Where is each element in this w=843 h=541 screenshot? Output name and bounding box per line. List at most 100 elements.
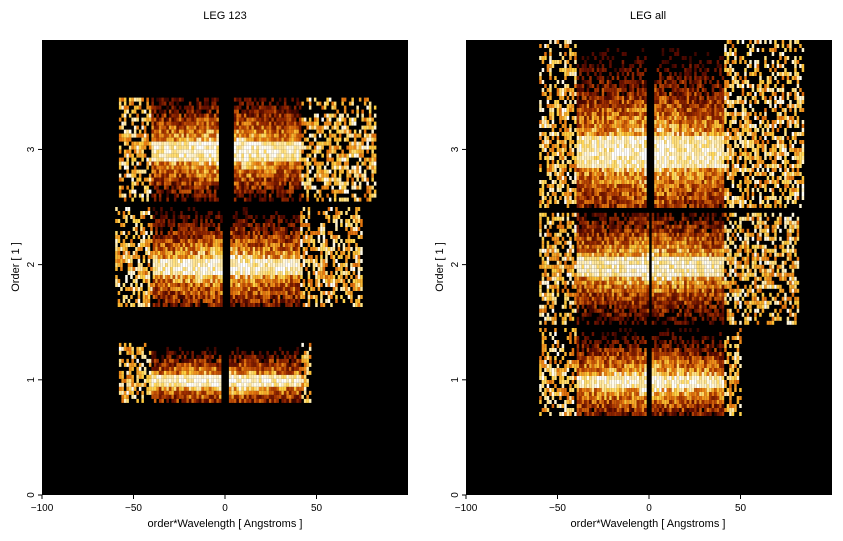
heatmap-cell	[241, 382, 244, 387]
heatmap-cell	[241, 109, 244, 114]
heatmap-cell	[220, 295, 223, 299]
heatmap-cell	[121, 121, 124, 126]
heatmap-cell	[357, 283, 361, 287]
heatmap-cell	[276, 390, 279, 395]
heatmap-cell	[212, 271, 216, 275]
heatmap-cell	[326, 121, 329, 126]
heatmap-cell	[586, 352, 590, 356]
heatmap-cell	[161, 374, 164, 379]
heatmap-cell	[258, 394, 262, 399]
heatmap-cell	[143, 185, 147, 190]
heatmap-cell	[252, 271, 256, 275]
heatmap-cell	[322, 271, 326, 275]
heatmap-cell	[165, 239, 168, 243]
heatmap-cell	[161, 161, 164, 166]
heatmap-cell	[128, 149, 132, 154]
heatmap-cell	[181, 386, 184, 391]
heatmap-cell	[241, 129, 244, 134]
heatmap-cell	[182, 295, 186, 299]
heatmap-cell	[609, 388, 612, 392]
heatmap-cell	[175, 251, 178, 255]
heatmap-cell	[172, 239, 176, 243]
heatmap-cell	[549, 368, 552, 372]
heatmap-cell	[155, 291, 158, 295]
heatmap-cell	[193, 125, 197, 130]
heatmap-cell	[156, 125, 159, 130]
heatmap-cell	[268, 197, 272, 202]
heatmap-cell	[245, 291, 248, 295]
heatmap-cell	[278, 133, 282, 138]
heatmap-cell	[270, 267, 273, 271]
heatmap-cell	[350, 263, 353, 267]
heatmap-cell	[118, 350, 122, 355]
heatmap-cell	[220, 239, 223, 243]
heatmap-cell	[285, 287, 288, 291]
heatmap-cell	[247, 215, 251, 219]
heatmap-cell	[306, 161, 309, 166]
heatmap-cell	[347, 291, 351, 295]
heatmap-cell	[126, 362, 129, 367]
heatmap-cell	[235, 255, 238, 259]
heatmap-cell	[201, 141, 204, 146]
heatmap-cell	[168, 137, 172, 142]
heatmap-cell	[167, 299, 171, 303]
heatmap-cell	[151, 390, 154, 395]
heatmap-cell	[245, 299, 248, 303]
heatmap-cell	[246, 105, 249, 110]
heatmap-cell	[161, 101, 164, 106]
heatmap-cell	[571, 396, 575, 400]
y-tick-label: 0	[26, 492, 37, 498]
heatmap-cell	[267, 223, 271, 227]
heatmap-cell	[584, 336, 587, 340]
heatmap-cell	[158, 117, 162, 122]
heatmap-cell	[293, 117, 297, 122]
heatmap-cell	[574, 336, 577, 340]
heatmap-cell	[237, 243, 241, 247]
heatmap-cell	[330, 275, 333, 279]
heatmap-cell	[143, 169, 147, 174]
heatmap-cell	[258, 129, 262, 134]
heatmap-cell	[556, 364, 560, 368]
heatmap-cell	[332, 219, 336, 223]
heatmap-cell	[160, 295, 163, 299]
heatmap-cell	[118, 177, 122, 182]
heatmap-cell	[317, 247, 321, 251]
heatmap-cell	[187, 267, 191, 271]
heatmap-cell	[188, 129, 192, 134]
heatmap-cell	[321, 173, 324, 178]
heatmap-cell	[253, 97, 257, 102]
heatmap-cell	[235, 235, 238, 239]
heatmap-cell	[291, 366, 294, 371]
heatmap-cell	[160, 263, 163, 267]
heatmap-cell	[128, 153, 132, 158]
heatmap-cell	[257, 231, 261, 235]
heatmap-cell	[132, 215, 136, 219]
heatmap-cell	[165, 299, 168, 303]
heatmap-cell	[148, 370, 152, 375]
heatmap-cell	[253, 370, 257, 375]
heatmap-cell	[286, 177, 289, 182]
heatmap-cell	[262, 215, 266, 219]
heatmap-cell	[316, 113, 319, 118]
heatmap-cell	[332, 275, 336, 279]
heatmap-cell	[308, 117, 312, 122]
heatmap-cell	[599, 392, 602, 396]
heatmap-cell	[192, 251, 196, 255]
heatmap-cell	[281, 129, 284, 134]
heatmap-cell	[307, 243, 311, 247]
heatmap-cell	[320, 231, 323, 235]
heatmap-cell	[298, 362, 302, 367]
heatmap-cell	[176, 129, 179, 134]
heatmap-cell	[261, 374, 264, 379]
heatmap-cell	[263, 141, 267, 146]
heatmap-cell	[136, 181, 139, 186]
heatmap-cell	[331, 157, 334, 162]
heatmap-cell	[182, 287, 186, 291]
heatmap-cell	[277, 251, 281, 255]
heatmap-cell	[326, 173, 329, 178]
heatmap-cell	[290, 235, 293, 239]
heatmap-cell	[564, 352, 567, 356]
heatmap-cell	[298, 193, 302, 198]
heatmap-cell	[201, 145, 204, 150]
heatmap-cell	[120, 247, 123, 251]
